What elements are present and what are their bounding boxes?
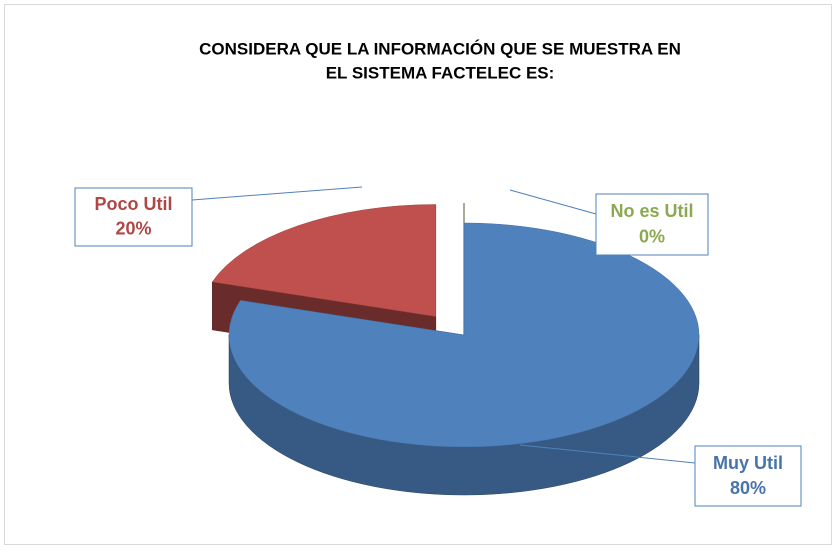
value-label: 80% (730, 478, 766, 498)
label-box (595, 193, 709, 256)
leader-line (191, 186, 363, 201)
category-label: Muy Util (713, 453, 783, 473)
pie-slice (228, 222, 700, 496)
leader-line (519, 444, 696, 464)
leader-line (509, 189, 597, 215)
category-label: No es Util (610, 201, 693, 221)
label-box (74, 187, 193, 247)
label-box (694, 445, 802, 507)
chart-title: EL SISTEMA FACTELEC ES: (326, 63, 555, 82)
value-label: 0% (639, 227, 665, 247)
slice-top (211, 204, 437, 317)
value-label: 20% (115, 219, 151, 239)
category-label: Poco Util (94, 194, 172, 214)
chart-title: CONSIDERA QUE LA INFORMACIÓN QUE SE MUES… (199, 39, 681, 58)
